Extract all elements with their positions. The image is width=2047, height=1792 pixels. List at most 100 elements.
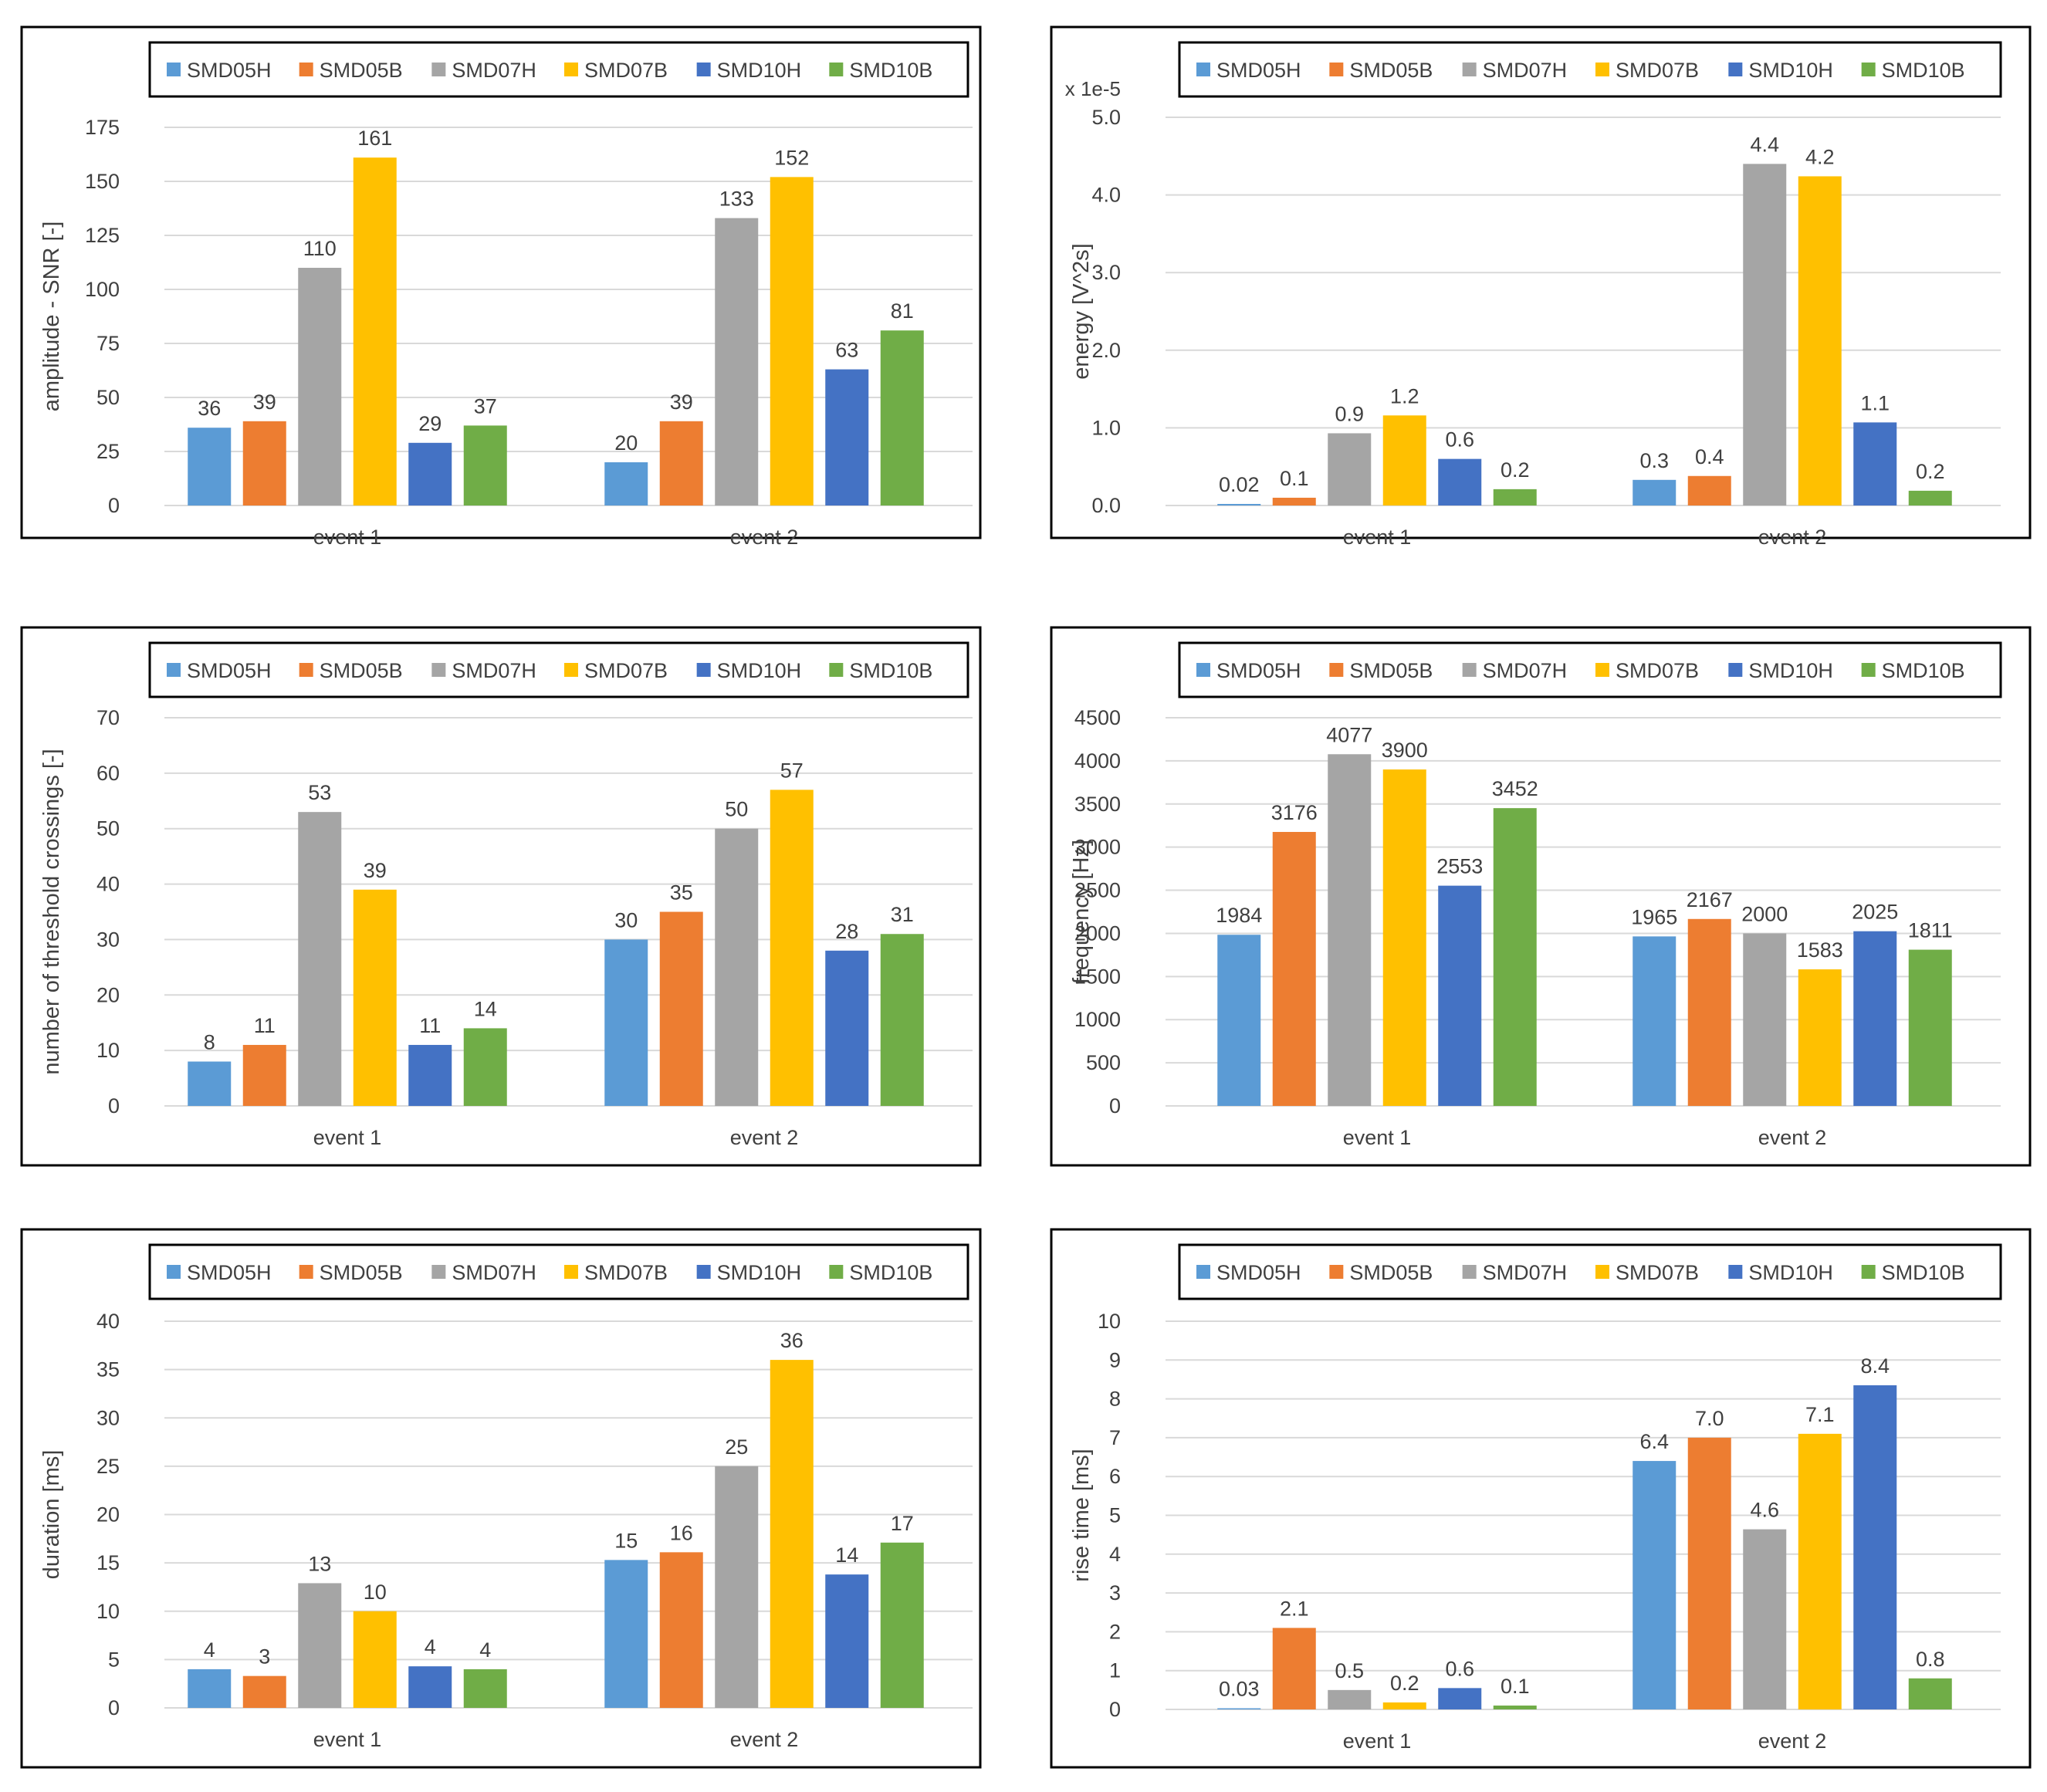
data-label: 7.0 [1695, 1407, 1724, 1430]
y-tick-label: 9 [1109, 1348, 1121, 1371]
chart-panel-3: 0 10 20 30 40 50 60 70 number of threshold cross… [20, 626, 982, 1167]
bar-smd10h-event-1 [408, 1044, 452, 1106]
y-tick-label: 4500 [1074, 706, 1121, 729]
bar-smd10b-event-2 [1908, 949, 1952, 1106]
legend-swatch-smd05h [1196, 1265, 1210, 1279]
chart-panel-2: 0.0 1.0 2.0 3.0 4.0 5.0 x 1e-5 energy [V^2s] 0.0… [1050, 25, 2032, 549]
axis-multiplier: x 1e-5 [1065, 77, 1121, 100]
data-label: 3452 [1492, 777, 1538, 800]
legend-swatch-smd10b [1861, 63, 1876, 76]
bar-smd10b-event-1 [463, 425, 507, 505]
bar-smd10b-event-1 [463, 1028, 507, 1106]
y-tick-label: 35 [96, 1358, 120, 1381]
legend-swatch-smd05b [299, 1265, 313, 1279]
legend-label: SMD07H [452, 659, 536, 682]
data-label: 133 [719, 188, 754, 211]
y-tick-label: 10 [1098, 1310, 1121, 1333]
data-label: 20 [614, 431, 638, 455]
y-tick-label: 3 [1109, 1581, 1121, 1604]
data-label: 1811 [1908, 919, 1953, 942]
chart-panel-1: 0 25 50 75 100 125 150 175 amplitude - SNR [-] 36… [20, 25, 982, 549]
data-label: 31 [891, 903, 914, 926]
bar-smd07h-event-2 [715, 1466, 759, 1708]
data-label: 4077 [1326, 723, 1372, 746]
data-label: 2167 [1687, 888, 1733, 911]
legend-label: SMD07H [1483, 59, 1568, 82]
data-label: 15 [614, 1529, 638, 1552]
legend-label: SMD07B [584, 59, 668, 82]
bar-smd05h-event-2 [604, 462, 648, 505]
legend-label: SMD07B [584, 1261, 668, 1284]
bar-smd10h-event-1 [408, 442, 452, 505]
y-tick-label: 30 [96, 928, 120, 951]
y-axis-label: amplitude - SNR [-] [39, 221, 64, 412]
legend-label: SMD07H [452, 1261, 536, 1284]
y-tick-label: 1000 [1074, 1008, 1121, 1031]
data-label: 16 [670, 1521, 693, 1544]
bar-smd05h-event-1 [1217, 503, 1261, 505]
legend-swatch-smd05b [1329, 663, 1344, 677]
bar-smd07h-event-1 [1328, 1689, 1372, 1709]
data-label: 152 [774, 146, 809, 169]
y-tick-label: 125 [85, 224, 120, 247]
bar-smd05b-event-1 [1272, 497, 1316, 505]
bar-smd07h-event-1 [298, 268, 342, 505]
legend-label: SMD05H [1216, 59, 1301, 82]
data-label: 0.4 [1695, 445, 1724, 468]
data-label: 110 [303, 237, 337, 260]
bar-smd07b-event-2 [1798, 176, 1842, 505]
bar-smd05b-event-2 [659, 421, 703, 505]
legend-label: SMD10H [1748, 59, 1833, 82]
bar-smd07h-event-2 [1743, 164, 1787, 506]
data-label: 10 [364, 1581, 387, 1604]
bar-smd10h-event-1 [1438, 885, 1482, 1106]
y-tick-label: 10 [96, 1600, 120, 1623]
data-label: 13 [308, 1552, 331, 1575]
data-label: 11 [254, 1014, 276, 1037]
y-tick-label: 40 [96, 873, 120, 896]
legend-swatch-smd05b [299, 663, 313, 677]
data-label: 11 [419, 1014, 441, 1037]
category-label: event 1 [313, 1126, 382, 1149]
legend-swatch-smd07h [431, 63, 446, 76]
data-label: 14 [474, 997, 497, 1020]
data-label: 4 [479, 1638, 491, 1662]
bar-smd05b-event-1 [1272, 831, 1316, 1106]
legend-swatch-smd07b [564, 663, 578, 677]
legend-label: SMD10B [849, 1261, 932, 1284]
bar-smd10h-event-2 [825, 1574, 869, 1708]
data-label: 2025 [1852, 901, 1898, 924]
y-tick-label: 2000 [1074, 921, 1121, 945]
bar-smd10b-event-1 [1493, 1705, 1537, 1709]
legend-label: SMD10H [1748, 1261, 1833, 1284]
chart-panel-5: 0 5 10 15 20 25 30 35 40 duration [ms] 4 3 13 10 4 4 eve… [20, 1228, 982, 1769]
legend-label: SMD10H [717, 659, 802, 682]
data-label: 4 [425, 1635, 436, 1658]
bar-smd10b-event-2 [880, 330, 924, 505]
y-tick-label: 0 [108, 1094, 120, 1117]
legend-label: SMD05B [320, 659, 403, 682]
legend-label: SMD05B [320, 1261, 403, 1284]
data-label: 0.1 [1501, 1675, 1530, 1698]
data-label: 39 [364, 859, 387, 882]
y-tick-label: 6 [1109, 1465, 1121, 1488]
data-label: 29 [418, 412, 442, 435]
data-label: 3176 [1271, 801, 1318, 824]
legend-swatch-smd07h [431, 1265, 446, 1279]
data-label: 2000 [1741, 902, 1788, 925]
y-axis-label: number of threshold crossings [-] [39, 749, 64, 1074]
data-label: 0.6 [1445, 428, 1474, 451]
legend-swatch-smd05b [1329, 1265, 1344, 1279]
legend-label: SMD05B [1349, 659, 1433, 682]
data-label: 53 [308, 781, 331, 804]
y-tick-label: 70 [96, 706, 120, 729]
legend-label: SMD07B [1616, 1261, 1699, 1284]
chart-panel-6: 0 1 2 3 4 5 6 7 8 9 10 rise time [ms] 0.03 2.1 0.5 0.2 0… [1050, 1228, 2032, 1769]
bar-smd07b-event-2 [1798, 969, 1842, 1106]
data-label: 6.4 [1639, 1430, 1669, 1453]
y-tick-label: 7 [1109, 1426, 1121, 1449]
legend-label: SMD10H [717, 59, 802, 82]
legend [148, 41, 969, 98]
data-label: 1583 [1797, 938, 1843, 962]
legend-swatch-smd07b [564, 63, 578, 76]
